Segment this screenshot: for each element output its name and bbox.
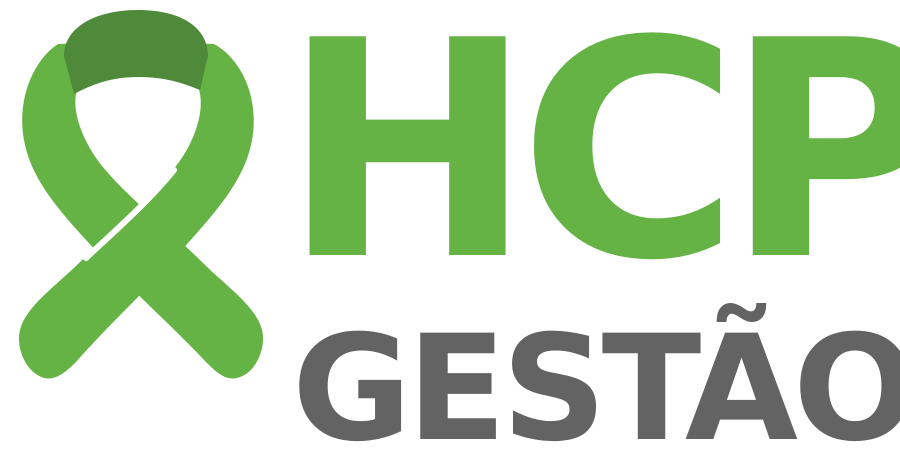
ribbon-crossing-gap — [83, 167, 177, 261]
hcp-gestao-logo: HCP GESTÃO — [18, 0, 900, 474]
ribbon-loop-shade — [64, 10, 208, 94]
logo-main-text: HCP — [282, 0, 900, 326]
logo-sub-text: GESTÃO — [292, 304, 900, 474]
awareness-ribbon-icon — [18, 10, 264, 379]
